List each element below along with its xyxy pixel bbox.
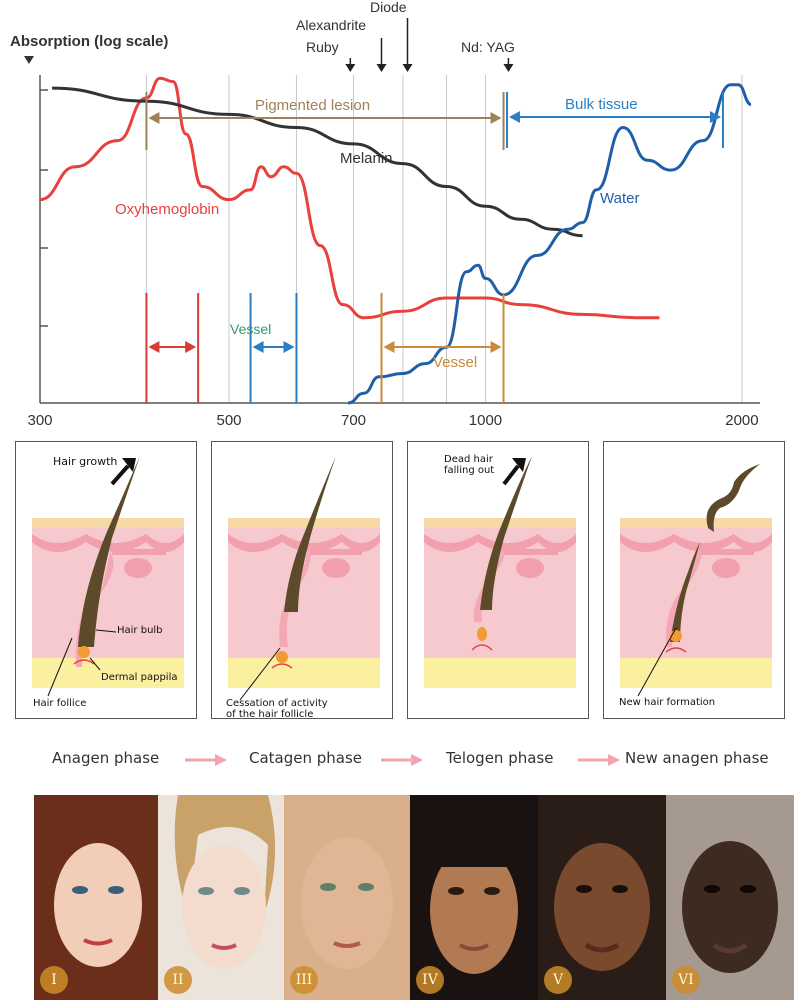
face-portrait-icon bbox=[666, 795, 794, 1000]
skin-type-5: V bbox=[538, 795, 666, 1000]
arrow-right-icon bbox=[185, 754, 227, 766]
x-tick-label: 500 bbox=[216, 412, 241, 429]
absorption-chart: Absorption (log scale) 300 500 700 1000 2000… bbox=[10, 0, 760, 429]
numeral-badge: II bbox=[164, 966, 192, 994]
x-tick-label: 2000 bbox=[725, 412, 758, 429]
label-pigmented-lesion: Pigmented lesion bbox=[255, 97, 370, 114]
skin-type-strip: I II III IV bbox=[34, 795, 794, 1000]
label-diode: Diode bbox=[370, 0, 407, 15]
y-axis-arrow-icon bbox=[24, 56, 34, 64]
new-anagen-illustration bbox=[620, 464, 772, 697]
numeral-badge: VI bbox=[672, 966, 700, 994]
x-tick-label: 300 bbox=[27, 412, 52, 429]
label-ruby: Ruby bbox=[306, 39, 339, 55]
phase-new-anagen: New anagen phase bbox=[625, 749, 769, 767]
arrow-right-icon bbox=[578, 754, 620, 766]
laser-marker-arrow-icon bbox=[402, 18, 413, 72]
y-axis-ticks bbox=[40, 89, 48, 327]
growth-arrow-icon bbox=[122, 458, 136, 472]
label-cessation-1: Cessation of activity bbox=[226, 698, 328, 709]
face-portrait-icon bbox=[284, 795, 410, 1000]
phase-catagen: Catagen phase bbox=[249, 749, 363, 767]
label-oxyhemoglobin: Oxyhemoglobin bbox=[115, 201, 219, 218]
label-vessel-blue: Vessel bbox=[230, 321, 271, 337]
panel-anagen: Hair growth Hair bulb Dermal pappila Hai… bbox=[15, 441, 197, 719]
range-arrow-4 bbox=[380, 293, 505, 403]
label-nd-yag: Nd: YAG bbox=[461, 39, 515, 55]
label-hair-bulb: Hair bulb bbox=[117, 625, 163, 636]
falling-arrow-icon bbox=[512, 458, 526, 472]
numeral-badge: V bbox=[544, 966, 572, 994]
laser-marker-arrow-icon bbox=[345, 58, 356, 72]
skin-type-1: I bbox=[34, 795, 158, 1000]
label-melanin: Melanin bbox=[340, 150, 393, 167]
panel-new-anagen: New hair formation bbox=[603, 441, 785, 719]
range-arrow-3 bbox=[249, 293, 298, 403]
range-arrow-0 bbox=[145, 92, 505, 150]
face-portrait-icon bbox=[538, 795, 666, 1000]
range-arrow-2 bbox=[145, 293, 200, 403]
series-line-oxyhemoglobin bbox=[39, 76, 660, 320]
series-line-melanin bbox=[52, 86, 583, 238]
numeral-badge: III bbox=[290, 966, 318, 994]
skin-type-6: VI bbox=[666, 795, 794, 1000]
panel-catagen: Cessation of activity of the hair follic… bbox=[211, 441, 393, 719]
label-dead-hair-1: Dead hair bbox=[444, 454, 493, 465]
label-water: Water bbox=[600, 190, 639, 207]
anagen-illustration bbox=[32, 456, 184, 697]
x-tick-label: 700 bbox=[341, 412, 366, 429]
skin-type-3: III bbox=[284, 795, 410, 1000]
telogen-illustration bbox=[424, 456, 576, 688]
face-portrait-icon bbox=[158, 795, 284, 1000]
label-bulk-tissue: Bulk tissue bbox=[565, 96, 638, 113]
label-hair-growth: Hair growth bbox=[53, 455, 118, 468]
label-cessation-2: of the hair follicle bbox=[226, 709, 314, 719]
label-dead-hair-2: falling out bbox=[444, 465, 495, 476]
phase-telogen: Telogen phase bbox=[446, 749, 554, 767]
phase-anagen: Anagen phase bbox=[52, 749, 160, 767]
label-vessel-orange: Vessel bbox=[433, 354, 477, 371]
numeral-badge: IV bbox=[416, 966, 444, 994]
label-new-hair-formation: New hair formation bbox=[619, 697, 716, 708]
laser-marker-arrow-icon bbox=[376, 38, 387, 72]
label-alexandrite: Alexandrite bbox=[296, 17, 366, 33]
papilla-icon bbox=[276, 651, 288, 663]
face-portrait-icon bbox=[410, 795, 538, 1000]
catagen-illustration bbox=[228, 456, 380, 701]
skin-type-2: II bbox=[158, 795, 284, 1000]
label-dermal-papilla: Dermal pappila bbox=[101, 672, 178, 683]
panel-telogen: Dead hair falling out bbox=[407, 441, 589, 719]
phase-sequence: Anagen phase Catagen phase Telogen phase… bbox=[0, 745, 800, 775]
range-arrow-1 bbox=[506, 92, 724, 148]
label-hair-follicle: Hair follice bbox=[33, 698, 87, 709]
series-line-water bbox=[347, 83, 752, 405]
x-tick-label: 1000 bbox=[469, 412, 502, 429]
skin-type-4: IV bbox=[410, 795, 538, 1000]
laser-marker-arrow-icon bbox=[503, 58, 514, 72]
numeral-badge: I bbox=[40, 966, 68, 994]
arrow-right-icon bbox=[381, 754, 423, 766]
papilla-icon bbox=[477, 627, 487, 641]
y-axis-label: Absorption (log scale) bbox=[10, 33, 168, 50]
face-portrait-icon bbox=[34, 795, 158, 1000]
bulk-label-bg bbox=[560, 92, 660, 116]
papilla-icon bbox=[78, 646, 90, 658]
